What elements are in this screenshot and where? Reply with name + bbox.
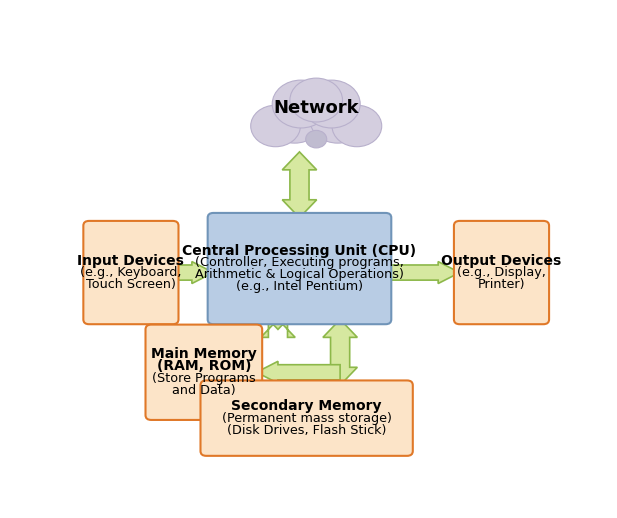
FancyBboxPatch shape [146,325,262,420]
Text: Printer): Printer) [478,278,525,291]
Circle shape [332,105,382,147]
FancyBboxPatch shape [83,221,178,324]
Circle shape [272,80,329,128]
Text: (e.g., Display,: (e.g., Display, [457,266,546,279]
FancyBboxPatch shape [454,221,549,324]
Polygon shape [257,362,340,383]
Text: (Disk Drives, Flash Stick): (Disk Drives, Flash Stick) [227,424,386,437]
Text: (Permanent mass storage): (Permanent mass storage) [222,412,392,425]
Text: (e.g., Keyboard,: (e.g., Keyboard, [80,266,181,279]
Circle shape [267,97,323,143]
Polygon shape [386,262,460,283]
Text: Arithmetic & Logical Operations): Arithmetic & Logical Operations) [195,268,404,281]
Polygon shape [282,152,317,218]
Text: Network: Network [273,99,359,117]
Polygon shape [261,311,295,337]
Text: Central Processing Unit (CPU): Central Processing Unit (CPU) [183,243,416,257]
Text: Secondary Memory: Secondary Memory [231,399,382,413]
Text: Output Devices: Output Devices [441,254,561,268]
FancyBboxPatch shape [201,380,413,456]
Text: (Store Programs: (Store Programs [152,372,255,385]
Circle shape [282,83,350,141]
Text: and Data): and Data) [172,384,236,397]
Text: Touch Screen): Touch Screen) [86,278,176,291]
FancyBboxPatch shape [208,213,391,324]
Circle shape [310,97,365,143]
Polygon shape [323,320,357,385]
Text: (e.g., Intel Pentium): (e.g., Intel Pentium) [236,280,363,293]
Circle shape [305,131,327,148]
Circle shape [251,105,300,147]
Text: (Controller, Executing programs,: (Controller, Executing programs, [195,256,404,269]
Circle shape [290,78,342,122]
Polygon shape [173,262,213,283]
Text: Main Memory: Main Memory [151,348,257,362]
Text: (RAM, ROM): (RAM, ROM) [157,359,251,373]
Text: Input Devices: Input Devices [78,254,184,268]
Circle shape [303,80,360,128]
